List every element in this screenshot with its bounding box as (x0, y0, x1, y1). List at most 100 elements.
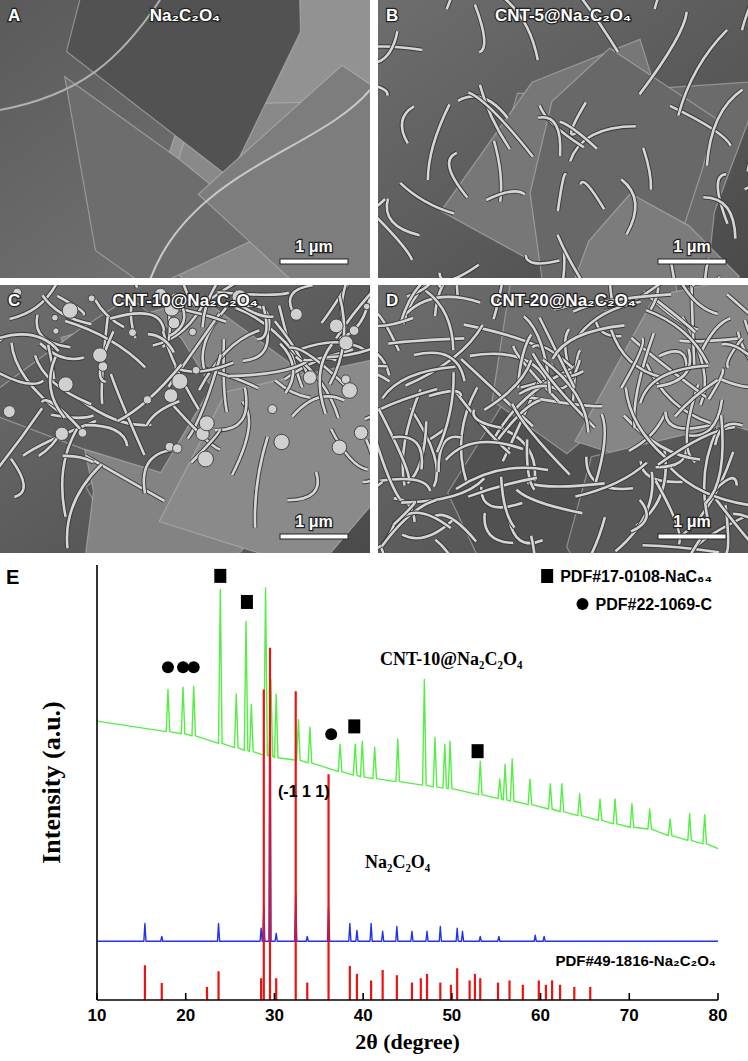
plot-area (97, 569, 718, 1000)
panel-title: CNT-5@Na₂C₂O₄ (495, 6, 631, 25)
nanotube (646, 310, 708, 364)
nanotube-shadow (715, 424, 742, 445)
nanotube-shadow (480, 85, 510, 149)
nanotube (509, 518, 543, 544)
nanotube (435, 540, 465, 553)
nanotube-shadow (257, 306, 266, 339)
nanotube-shadow (378, 366, 387, 371)
nanotube (379, 409, 409, 478)
nanotube (400, 183, 454, 214)
x-tick-label: 50 (442, 1006, 461, 1025)
x-tick-label: 40 (354, 1006, 373, 1025)
nanotube (581, 182, 605, 209)
scale-bar-label: 1 μm (295, 513, 332, 530)
nanotube (255, 437, 268, 528)
series-label: PDF#49-1816-Na₂C₂O₄ (555, 952, 716, 969)
nanotube (447, 0, 489, 9)
nanotube-shadow (706, 415, 723, 503)
nanotube-shadow (378, 190, 412, 260)
nanotube-shadow (435, 540, 465, 553)
nanotube-shadow (147, 401, 180, 425)
nanotube (517, 490, 583, 513)
nanotube-shadow (733, 514, 748, 553)
scale-bar (658, 534, 726, 539)
nanotube-shadow (655, 0, 720, 9)
nanotube-shadow (575, 463, 647, 497)
nanotube (484, 360, 531, 410)
nanotube (290, 285, 313, 311)
nanotube-shadow (287, 472, 317, 500)
nanoparticle (88, 295, 95, 302)
reference-stick (522, 985, 524, 1000)
series-label: CNT-10@Na₂C₂O₄ (380, 649, 523, 669)
nanotube (501, 477, 514, 528)
nanotube (667, 285, 718, 314)
reference-stick (161, 983, 163, 1000)
reference-stick (538, 980, 540, 1000)
nanoparticle (349, 326, 359, 336)
nanotube-shadow (400, 285, 431, 323)
phase-marker (325, 728, 337, 740)
phase-marker (241, 595, 253, 609)
nanoparticle (268, 405, 277, 414)
reference-stick (479, 978, 481, 1000)
nanotube (292, 396, 344, 416)
nanotube-shadow (719, 278, 748, 279)
nanotube-shadow (85, 456, 164, 501)
nanotube (621, 338, 643, 388)
nanotube-shadow (512, 404, 570, 475)
x-axis-title: 2θ (degree) (355, 1029, 460, 1054)
nanotube-shadow (400, 183, 454, 214)
nanotube (643, 148, 651, 190)
reference-stick (370, 980, 372, 1000)
x-tick (185, 993, 187, 1000)
nanotube-shadow (581, 182, 605, 209)
nanotube (486, 191, 525, 200)
nanotube-shadow (378, 31, 397, 63)
nanotube (440, 265, 479, 278)
x-tick-label: 20 (176, 1006, 195, 1025)
reference-stick (469, 980, 471, 1000)
nanotube-shadow (484, 360, 531, 410)
reference-stick (349, 966, 351, 1000)
nanotube (380, 479, 430, 491)
nanotube-shadow (426, 291, 454, 350)
nanotube-shadow (144, 450, 179, 494)
panel-letter: E (6, 566, 19, 588)
nanoparticle (189, 328, 197, 336)
scale-bar-label: 1 μm (295, 238, 332, 255)
reference-stick (295, 691, 297, 1000)
reference-stick (573, 987, 575, 1000)
panel-letter: D (386, 291, 398, 310)
reference-stick (439, 983, 441, 1000)
nanoparticle (78, 428, 87, 437)
nanotube-shadow (37, 315, 71, 348)
crystal-edge (0, 0, 160, 110)
nanotube (575, 463, 647, 497)
nanoparticle (164, 389, 178, 403)
nanoparticle (274, 434, 289, 449)
x-tick (451, 993, 453, 1000)
nanoparticle (98, 362, 108, 372)
nanotube-shadow (447, 0, 489, 9)
nanotube (98, 285, 138, 288)
nanotube (449, 153, 467, 198)
nanotube (0, 408, 42, 482)
nanotube (640, 366, 708, 404)
x-tick (717, 993, 719, 1000)
phase-marker (348, 719, 360, 733)
nanotube-shadow (215, 388, 247, 431)
x-tick-label: 70 (620, 1006, 639, 1025)
nanotube (512, 404, 570, 475)
legend-label: PDF#22-1069-C (596, 596, 713, 613)
nanoparticle (339, 336, 353, 350)
nanoparticle (53, 328, 59, 334)
scale-bar-label: 1 μm (673, 513, 710, 530)
nanotube-shadow (403, 513, 451, 528)
nanotube-shadow (11, 459, 24, 497)
nanoparticle (290, 308, 302, 320)
crystal-facet (198, 65, 370, 278)
nanotube (611, 330, 662, 378)
nanotube (378, 344, 389, 375)
sem-image (0, 285, 370, 553)
